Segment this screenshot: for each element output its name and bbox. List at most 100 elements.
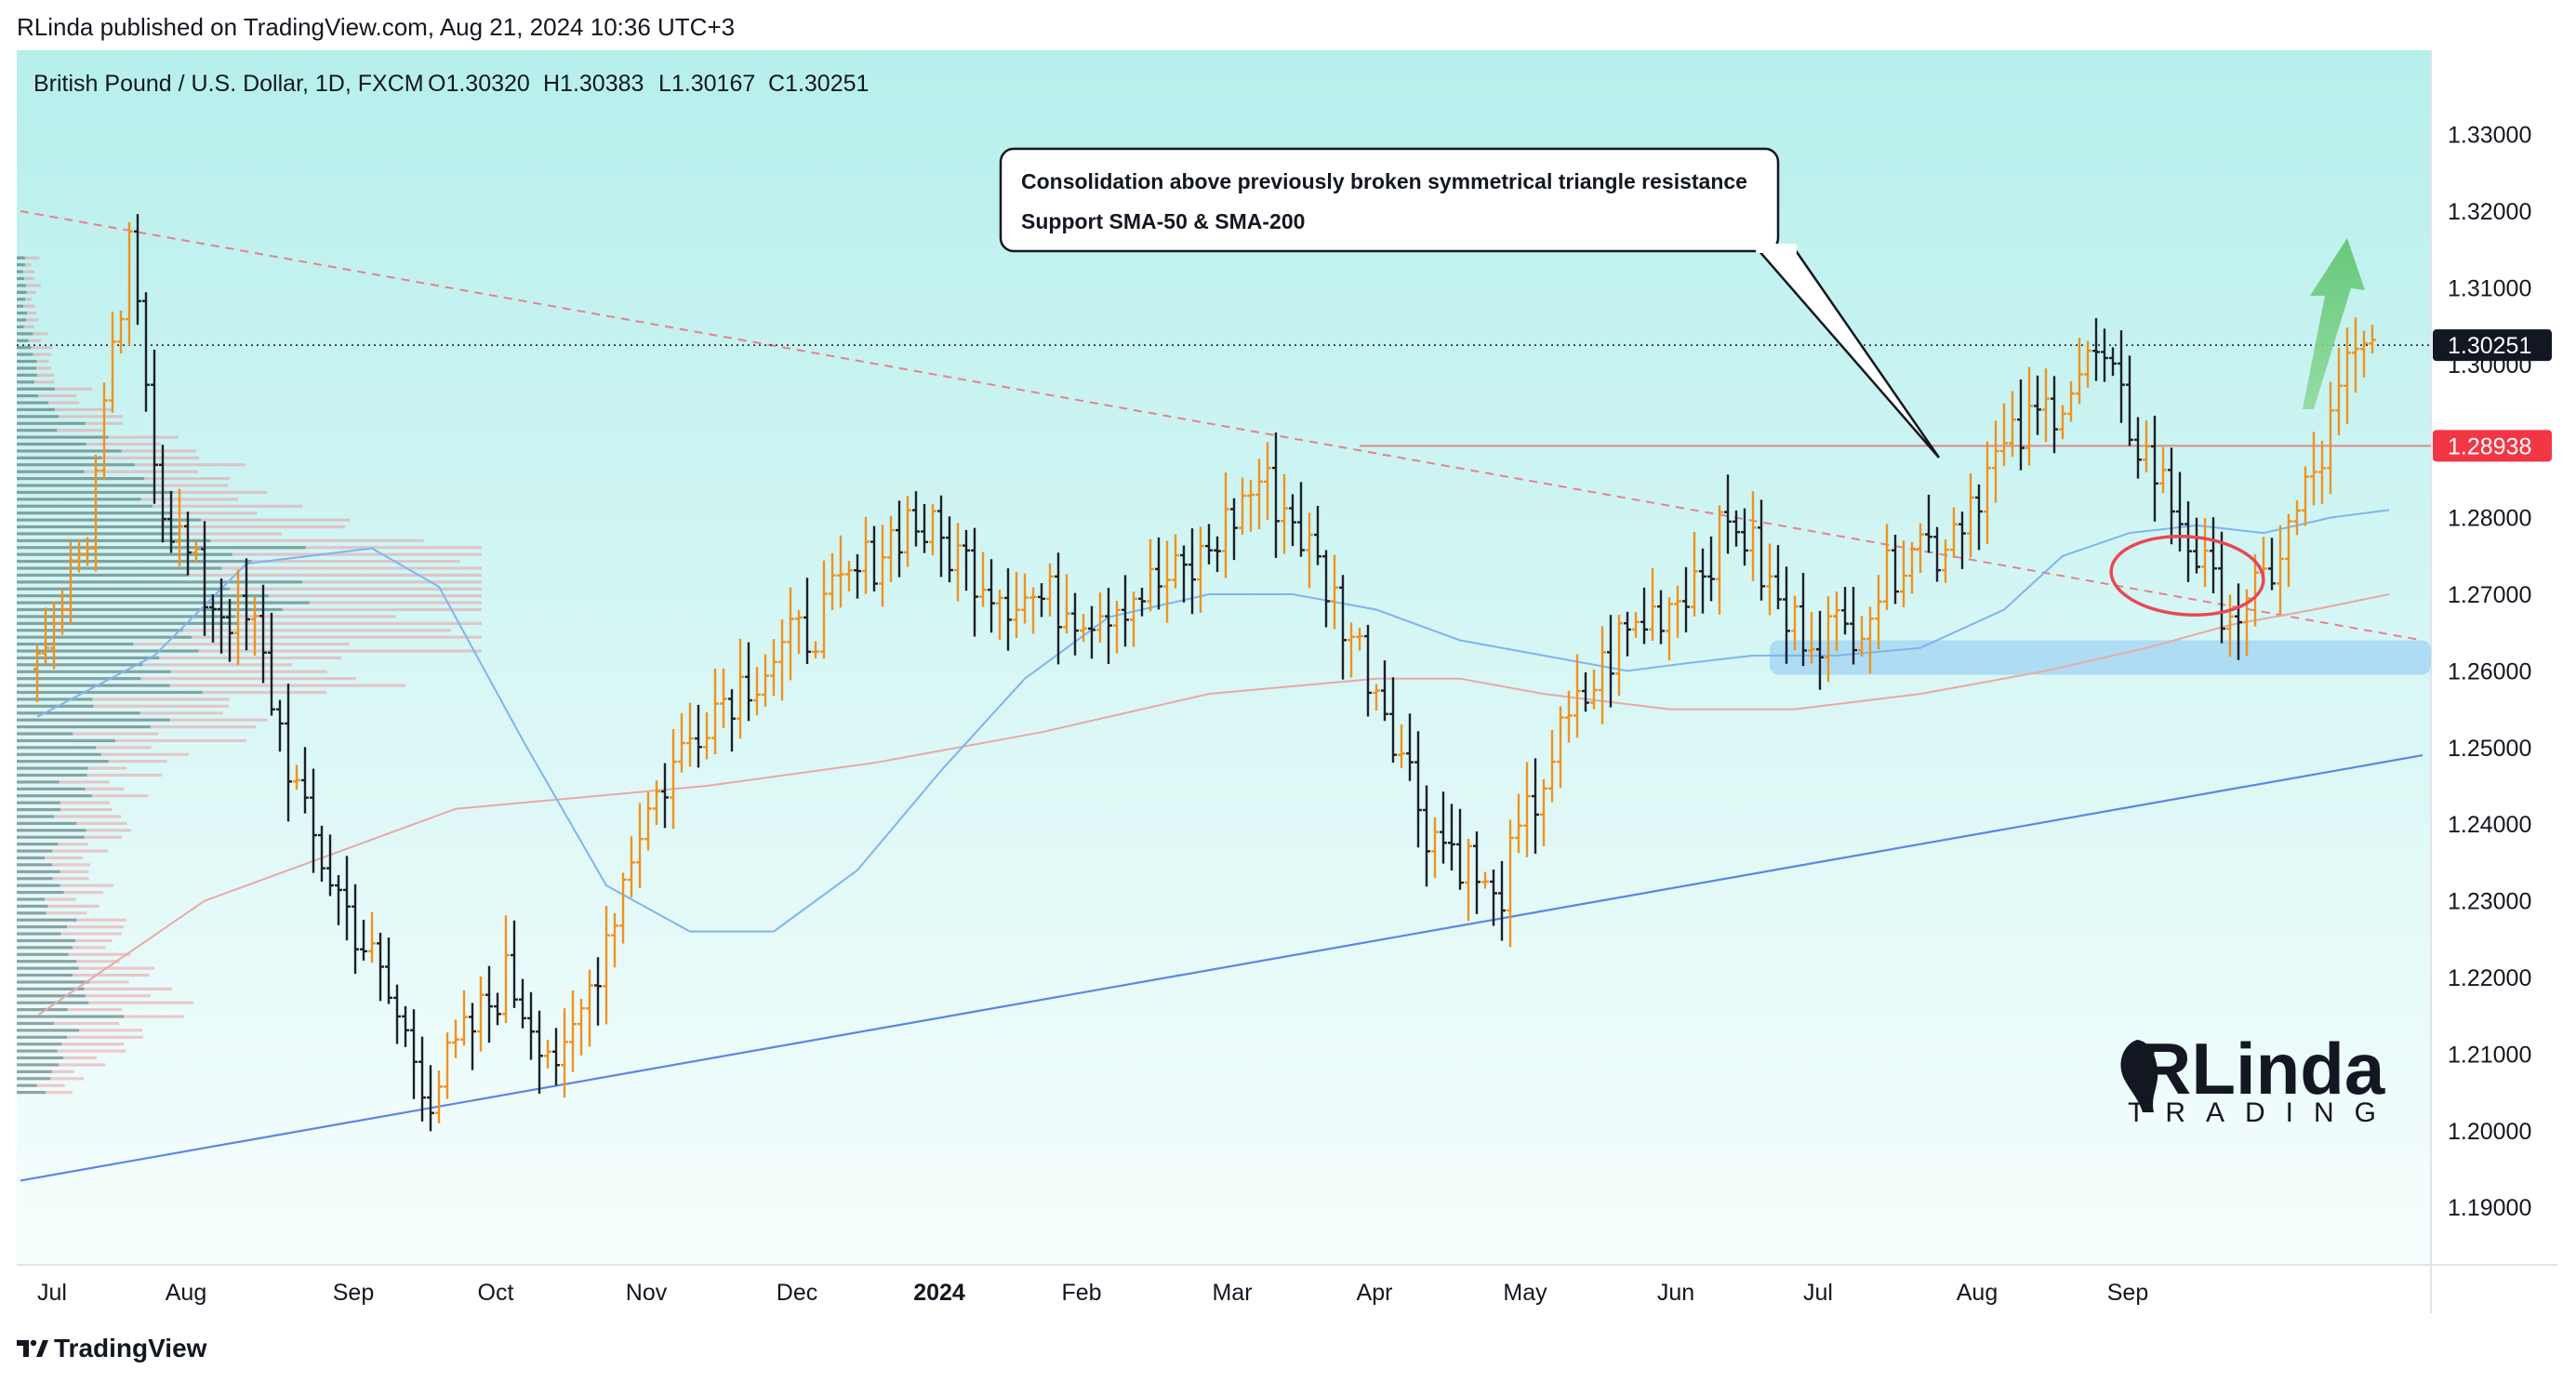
ohlc-bar: [502, 915, 510, 1023]
ohlc-bar: [1607, 615, 1614, 708]
ohlc-bar: [1825, 596, 1832, 683]
price-chart[interactable]: British Pound / U.S. Dollar, 1D, FXCM O1…: [0, 0, 2576, 1321]
ohlc-bar: [2184, 501, 2192, 582]
ohlc-bar: [485, 965, 493, 1043]
ohlc-bar: [100, 382, 108, 481]
ohlc-bar: [636, 803, 644, 889]
ohlc-bar: [670, 728, 677, 830]
ohlc-bar: [193, 540, 200, 564]
ohlc-bar: [2243, 589, 2251, 657]
ohlc-bar: [184, 512, 192, 576]
ohlc-bar: [326, 834, 334, 897]
ohlc-bar: [1080, 614, 1087, 643]
ohlc-bar: [1448, 804, 1455, 871]
ohlc-bar: [1264, 442, 1271, 521]
ohlc-bar: [234, 569, 242, 666]
ohlc-bar: [1984, 441, 1991, 545]
ohlc-bar: [1959, 512, 1966, 569]
ohlc-bar: [385, 937, 392, 1004]
ohlc-bar: [1498, 860, 1506, 941]
ohlc-bar: [979, 551, 987, 607]
ohlc-bar: [1456, 808, 1464, 890]
ohlc-high: H1.30383: [543, 71, 644, 97]
ohlc-bar: [653, 780, 660, 826]
ohlc-bar: [1055, 552, 1062, 665]
ohlc-bar: [1356, 627, 1363, 651]
ohlc-bar: [644, 791, 652, 851]
ohlc-bar: [1565, 690, 1573, 743]
ohlc-bar: [1590, 669, 1598, 710]
ohlc-bar: [1523, 762, 1531, 857]
price-tick-label: 1.21000: [2448, 1042, 2531, 1068]
ohlc-bar: [151, 349, 158, 504]
ohlc-bar: [896, 500, 903, 578]
svg-text:1.30251: 1.30251: [2448, 333, 2531, 359]
ohlc-bar: [1841, 587, 1849, 635]
volume-profile: [17, 256, 483, 1095]
callout-pointer: [1757, 248, 1941, 458]
ohlc-bar: [1858, 616, 1866, 658]
ohlc-bar: [1674, 585, 1681, 638]
ohlc-bar: [946, 516, 953, 583]
ohlc-bar: [1917, 523, 1924, 573]
ohlc-bar: [2176, 472, 2184, 552]
ohlc-bar: [1573, 654, 1581, 738]
ohlc-bar: [661, 763, 669, 829]
time-tick-label: Jul: [37, 1280, 67, 1306]
price-tick-label: 1.23000: [2448, 889, 2531, 915]
ohlc-bar: [971, 527, 978, 637]
ohlc-bar: [737, 638, 744, 739]
ohlc-bar: [1933, 526, 1941, 582]
ohlc-bar: [2151, 416, 2158, 522]
ohlc-bar: [787, 587, 794, 681]
ohlc-bar: [1255, 458, 1263, 530]
ohlc-bar: [410, 1009, 418, 1099]
ohlc-bar: [770, 639, 777, 697]
ohlc-bar: [1900, 540, 1907, 608]
ohlc-bar: [393, 984, 401, 1044]
ohlc-bar: [1682, 566, 1690, 632]
ohlc-bar: [1029, 587, 1037, 634]
ohlc-bar: [1004, 568, 1012, 651]
ohlc-bar: [293, 764, 300, 791]
annotation-callout[interactable]: Consolidation above previously broken sy…: [999, 147, 1941, 458]
ohlc-bar: [803, 578, 811, 664]
tradingview-brand[interactable]: TradingView: [17, 1334, 206, 1363]
time-tick-label: Sep: [333, 1280, 374, 1306]
ohlc-bar: [117, 310, 125, 354]
ohlc-bar: [1640, 587, 1648, 644]
ohlc-bar: [1774, 545, 1782, 610]
up-arrow-icon: [2303, 238, 2365, 409]
ohlc-bar: [1816, 610, 1824, 690]
ohlc-bar: [1950, 507, 1958, 558]
ohlc-bar: [1205, 524, 1213, 565]
price-badge: 1.28938: [2433, 430, 2552, 462]
price-tick-label: 1.25000: [2448, 736, 2531, 762]
price-tick-label: 1.31000: [2448, 275, 2531, 301]
ohlc-bar: [1515, 793, 1522, 854]
ohlc-bar: [711, 668, 719, 754]
ohlc-bar: [1975, 484, 1983, 551]
ohlc-bar: [1222, 472, 1229, 578]
ohlc-bar: [1883, 524, 1891, 610]
ohlc-bar: [109, 312, 116, 413]
ohlc-bar: [870, 525, 878, 591]
ohlc-bar: [921, 503, 928, 553]
ohlc-bar: [368, 911, 376, 963]
ohlc-bar: [1013, 572, 1020, 638]
time-axis[interactable]: Jul Aug Sep Oct Nov Dec 2024 Feb Mar Apr May Jun Jul…: [37, 1280, 2148, 1306]
ohlc-bar: [2344, 327, 2351, 425]
ohlc-bar: [1381, 660, 1388, 722]
triangle-resistance-line: [20, 210, 2423, 642]
ohlc-bar: [536, 1010, 543, 1094]
ohlc-bar: [511, 920, 518, 1008]
price-axis[interactable]: 1.330001.320001.310001.300001.290001.280…: [2448, 123, 2531, 1222]
ohlc-bar: [1967, 472, 1974, 558]
time-tick-label: Oct: [478, 1280, 514, 1306]
tradingview-brand-label: TradingView: [54, 1334, 207, 1362]
ohlc-bar: [218, 578, 225, 654]
ohlc-bar: [201, 521, 208, 636]
ohlc-bar: [2268, 538, 2276, 591]
ohlc-bar: [452, 1019, 459, 1058]
ohlc-bar: [1130, 591, 1137, 647]
